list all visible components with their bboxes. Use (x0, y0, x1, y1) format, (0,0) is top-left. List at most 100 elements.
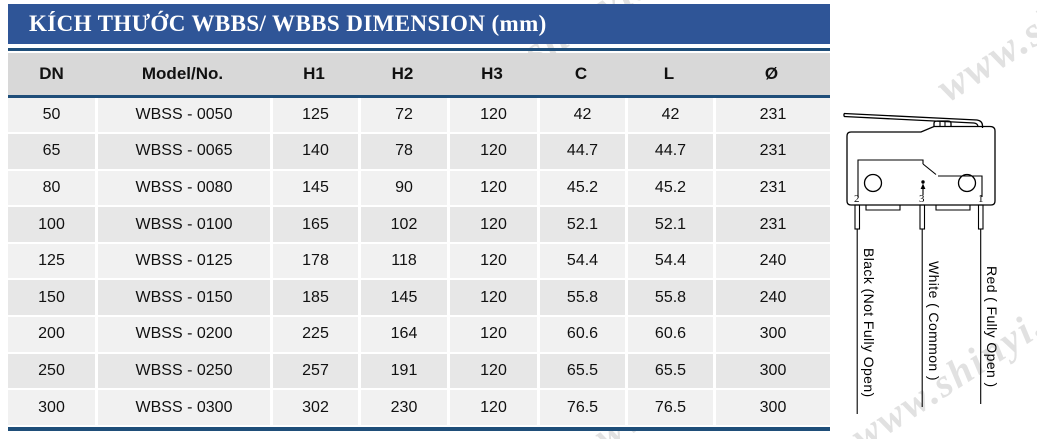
table-cell: 76.5 (537, 390, 625, 427)
table-cell: 65.5 (625, 353, 713, 391)
terminal-number-2: 2 (854, 193, 860, 205)
terminal-number-3: 3 (919, 193, 925, 205)
actuation-arrow-icon (920, 183, 926, 189)
section-title: KÍCH THƯỚC WBBS/ WBBS DIMENSION (mm) (29, 11, 547, 36)
table-cell: WBSS - 0250 (95, 353, 270, 391)
table-cell: 90 (358, 170, 447, 208)
mounting-hole-right (957, 173, 977, 193)
table-cell: 45.2 (537, 170, 625, 208)
lever-arm (843, 112, 984, 128)
table-cell: 300 (713, 317, 830, 354)
title-divider-line (8, 48, 830, 51)
plunger (933, 120, 952, 127)
table-cell: 120 (447, 390, 537, 427)
watermark-text: www.shinyi.vn (928, 0, 1037, 112)
table-cell: 120 (447, 243, 537, 281)
column-header: Ø (764, 64, 779, 83)
table-row: 300 WBSS - 0300 302 230 120 76.5 76.5 300 (8, 390, 830, 427)
table-row: 65 WBSS - 0065 140 78 120 44.7 44.7 231 (8, 134, 830, 171)
table-cell: 145 (358, 280, 447, 318)
column-header: C (574, 64, 588, 83)
table-cell: 42 (537, 97, 625, 135)
table-row: 150 WBSS - 0150 185 145 120 55.8 55.8 240 (8, 280, 830, 318)
section-title-bar: KÍCH THƯỚC WBBS/ WBBS DIMENSION (mm) (8, 4, 830, 44)
table-cell: 102 (358, 207, 447, 244)
terminal-pins (854, 204, 984, 230)
wire-label-white: White ( Common ) (926, 261, 942, 381)
table-cell: 55.8 (537, 280, 625, 318)
table-row: 250 WBSS - 0250 257 191 120 65.5 65.5 300 (8, 353, 830, 391)
table-cell: 45.2 (625, 170, 713, 208)
table-cell: 140 (270, 134, 358, 171)
header-divider-line (8, 95, 830, 98)
table-cell: 125 (270, 97, 358, 135)
table-cell: WBSS - 0050 (95, 97, 270, 135)
table-cell: 231 (713, 134, 830, 171)
table-cell: 178 (270, 243, 358, 281)
table-cell: WBSS - 0300 (95, 390, 270, 427)
table-bottom-line (8, 427, 830, 431)
switch-body (846, 125, 996, 211)
table-cell: 120 (447, 280, 537, 318)
table-cell: 250 (8, 353, 95, 391)
table-row: 50 WBSS - 0050 125 72 120 42 42 231 (8, 97, 830, 135)
table-cell: 120 (447, 207, 537, 244)
contact-schematic (857, 159, 983, 197)
table-cell: 60.6 (625, 317, 713, 354)
table-cell: 120 (447, 353, 537, 391)
table-cell: 230 (358, 390, 447, 427)
table-cell: WBSS - 0125 (95, 243, 270, 281)
table-cell: 257 (270, 353, 358, 391)
table-cell: 164 (358, 317, 447, 354)
table-cell: 150 (8, 280, 95, 318)
table-cell: WBSS - 0200 (95, 317, 270, 354)
column-header: DN (39, 64, 64, 83)
table-cell: 120 (447, 97, 537, 135)
table-cell: 231 (713, 97, 830, 135)
table-cell: 60.6 (537, 317, 625, 354)
table-cell: 185 (270, 280, 358, 318)
table-cell: 118 (358, 243, 447, 281)
table-cell: 42 (625, 97, 713, 135)
table-cell: 231 (713, 170, 830, 208)
table-cell: 80 (8, 170, 95, 208)
table-row: 100 WBSS - 0100 165 102 120 52.1 52.1 231 (8, 207, 830, 244)
column-header: H1 (303, 64, 325, 83)
column-header: H3 (481, 64, 503, 83)
table-cell: WBSS - 0065 (95, 134, 270, 171)
table-cell: 76.5 (625, 390, 713, 427)
table-cell: 52.1 (537, 207, 625, 244)
column-header: H2 (391, 64, 414, 83)
lead-wires (856, 229, 982, 414)
table-body: 50 WBSS - 0050 125 72 120 42 42 231 65 WBSS - 006… (8, 97, 830, 427)
table-row: 80 WBSS - 0080 145 90 120 45.2 45.2 231 (8, 170, 830, 208)
column-header: L (663, 64, 675, 83)
table-cell: 231 (713, 207, 830, 244)
table-cell: 300 (713, 390, 830, 427)
table-cell: 145 (270, 170, 358, 208)
table-cell: 120 (447, 317, 537, 354)
table-row: 200 WBSS - 0200 225 164 120 60.6 60.6 300 (8, 317, 830, 354)
table-cell: 300 (8, 390, 95, 427)
table-cell: 300 (713, 353, 830, 391)
table-cell: 125 (8, 243, 95, 281)
table-cell: 120 (447, 134, 537, 171)
table-cell: 120 (447, 170, 537, 208)
table-cell: 72 (358, 97, 447, 135)
table-row: 125 WBSS - 0125 178 118 120 54.4 54.4 240 (8, 243, 830, 281)
mounting-hole-left (863, 173, 883, 193)
table-cell: 240 (713, 243, 830, 281)
terminal-number-1: 1 (978, 193, 984, 205)
table-cell: 302 (270, 390, 358, 427)
wire-label-black: Black (Not Fully Open) (861, 248, 877, 398)
table-header-row: DN Model/No. H1 H2 H3 C L Ø (8, 53, 830, 95)
switch-diagram: 2 3 1 Black (Not Fully Open) White ( Com… (842, 98, 1037, 433)
table-cell: 52.1 (625, 207, 713, 244)
table-cell: 200 (8, 317, 95, 354)
table-cell: 65 (8, 134, 95, 171)
table-cell: WBSS - 0080 (95, 170, 270, 208)
table-cell: 44.7 (537, 134, 625, 171)
table-cell: 225 (270, 317, 358, 354)
table-cell: 54.4 (625, 243, 713, 281)
